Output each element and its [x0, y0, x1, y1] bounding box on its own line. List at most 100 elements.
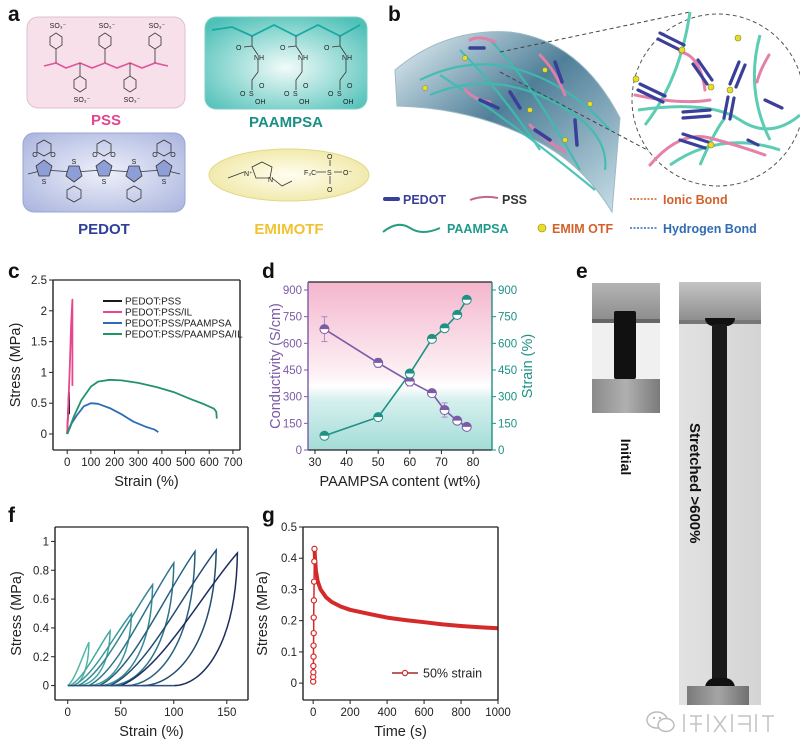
pedot-structure: S S S S S O O O O O O — [22, 132, 186, 213]
x-tick-label: 400 — [152, 457, 171, 469]
pss-sulfonate: SO₃⁻ — [50, 23, 67, 30]
atom: S — [249, 91, 254, 98]
y-tick-label: 0.4 — [33, 623, 50, 635]
atom: O — [110, 152, 116, 159]
y-tick-label: 1 — [41, 367, 47, 379]
watermark-logotype — [683, 714, 774, 733]
x-tick-label: 50 — [114, 707, 127, 719]
atom: O — [324, 45, 330, 52]
pss-swatch — [469, 195, 499, 201]
atom: O — [32, 152, 38, 159]
y-tick-label: 0 — [41, 429, 47, 441]
y-tick-label: 0.1 — [281, 647, 297, 659]
y-tick-label: 0.5 — [281, 522, 297, 534]
x-tick-label: 400 — [378, 707, 397, 719]
x-tick-label: 600 — [414, 707, 433, 719]
panel-label-c: c — [8, 260, 20, 283]
atom: NH — [342, 55, 352, 62]
conductivity-marker-fill — [405, 377, 415, 382]
x-tick-label: 600 — [200, 457, 219, 469]
x-tick-label: 0 — [65, 707, 71, 719]
atom: O — [347, 83, 353, 90]
relaxation-curve — [312, 548, 499, 631]
atom: O — [92, 152, 98, 159]
emimotf-structure: N⁺ N F₃C S O O O⁻ — [208, 148, 370, 202]
x-tick-label: 0 — [310, 707, 316, 719]
strain-marker-fill — [319, 431, 329, 436]
atom: O — [280, 45, 286, 52]
atom: O — [240, 91, 246, 98]
strain-marker-fill — [462, 295, 472, 300]
strain-marker-fill — [373, 412, 383, 418]
atom: O — [170, 152, 176, 159]
hydrogel-sheet — [394, 31, 621, 214]
panel-b-schematic: PEDOT PSS Ionic Bond PAAMPSA EMIM OTF Hy… — [382, 11, 800, 236]
loop-80 — [77, 582, 154, 687]
y2-tick-label: 900 — [498, 285, 517, 297]
panel-label-a: a — [8, 3, 20, 26]
y2-tick-label: 600 — [498, 338, 517, 350]
x-tick-label: 100 — [164, 707, 183, 719]
x-axis-label: Strain (%) — [114, 474, 178, 490]
panel-label-e: e — [576, 260, 588, 283]
x-tick-label: 1000 — [485, 707, 511, 719]
conductivity-marker-fill — [373, 358, 383, 363]
atom: O — [259, 83, 265, 90]
y-tick-label: 900 — [283, 285, 302, 297]
y-tick-label: 2.5 — [31, 275, 47, 287]
y-axis-label: Stress (MPa) — [8, 323, 24, 408]
atom: F₃C — [304, 170, 316, 177]
y-axis-label: Stress (MPa) — [9, 571, 25, 656]
loop-40 — [69, 628, 111, 687]
x-tick-label: 50 — [372, 457, 385, 469]
x-tick-label: 200 — [105, 457, 124, 469]
paampsa-structure: O NH S O O OH O NH S O O OH O NH — [204, 16, 368, 110]
series-line-2 — [66, 402, 159, 435]
loop-160 — [120, 550, 239, 687]
legend-item-emim-otf: EMIM OTF — [537, 222, 613, 236]
x-axis-label: Time (s) — [374, 724, 427, 740]
y2-tick-label: 0 — [498, 445, 504, 457]
data-point — [310, 578, 318, 585]
paampsa-side-group: O NH S O O OH — [236, 45, 266, 106]
legend-label: PEDOT — [403, 193, 446, 207]
panel-label-d: d — [262, 260, 275, 283]
loop-120 — [99, 549, 196, 687]
legend: PEDOT PSS Ionic Bond PAAMPSA EMIM OTF Hy… — [382, 193, 757, 236]
data-point — [310, 614, 317, 621]
atom: S — [162, 179, 167, 186]
x-tick-label: 150 — [217, 707, 236, 719]
y-tick-label: 0.4 — [281, 553, 298, 565]
x-tick-label: 300 — [129, 457, 148, 469]
legend-label: PEDOT:PSS — [125, 297, 181, 308]
data-point — [311, 545, 318, 553]
y2-tick-label: 450 — [498, 365, 517, 377]
data-point — [310, 669, 317, 676]
atom: S — [293, 91, 298, 98]
y-tick-label: 0 — [296, 445, 302, 457]
y-tick-label: 600 — [283, 338, 302, 350]
conductivity-marker-fill — [462, 422, 472, 427]
pss-sulfonate: SO₃⁻ — [124, 97, 141, 104]
pedot-label: PEDOT — [78, 221, 130, 238]
x-axis-label: Strain (%) — [119, 724, 183, 740]
y-tick-label: 300 — [283, 392, 302, 404]
legend-label: PEDOT:PSS/IL — [125, 308, 193, 319]
conductivity-marker-fill — [452, 416, 462, 421]
legend-label: PSS — [502, 193, 527, 207]
x-tick-label: 60 — [403, 457, 416, 469]
atom: O — [328, 91, 334, 98]
chart-g-stress-relaxation: 50% strain 0 200 400 600 800 1000 0 0.1 0.2 0.3 0.4… — [255, 522, 511, 740]
conductivity-marker-fill — [427, 388, 437, 394]
atom: O — [327, 154, 333, 161]
x-tick-label: 700 — [223, 457, 242, 469]
x-tick-label: 0 — [64, 457, 70, 469]
x-tick-label: 80 — [467, 457, 480, 469]
y-tick-label: 0.8 — [33, 565, 49, 577]
atom: S — [337, 91, 342, 98]
strain-marker-fill — [427, 334, 437, 339]
legend-label: EMIM OTF — [552, 222, 613, 236]
x-tick-label: 40 — [340, 457, 353, 469]
